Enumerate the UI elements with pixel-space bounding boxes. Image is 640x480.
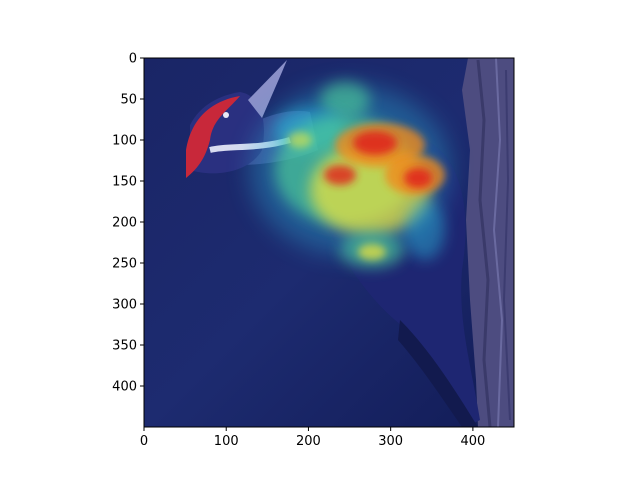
y-tick-label: 150: [112, 175, 137, 190]
y-tick-label: 250: [112, 257, 137, 272]
y-tick-label: 350: [112, 339, 137, 354]
x-tick-label: 200: [296, 434, 321, 449]
y-axis: 0 50 100 150 200 250 300 350 400: [112, 52, 144, 395]
x-tick-label: 400: [460, 434, 485, 449]
y-tick-label: 400: [112, 380, 137, 395]
y-tick-label: 300: [112, 298, 137, 313]
x-tick-label: 0: [140, 434, 148, 449]
tree-trunk: [462, 58, 514, 427]
axes-frame: [143, 57, 515, 428]
y-tick-label: 100: [112, 134, 137, 149]
heatmap-image: [144, 58, 514, 427]
bird-beak: [248, 60, 287, 118]
y-tick-label: 50: [120, 93, 137, 108]
x-axis: 0 100 200 300 400: [140, 427, 485, 449]
attention-overlay: [250, 82, 450, 268]
x-tick-label: 100: [214, 434, 239, 449]
x-tick-label: 300: [378, 434, 403, 449]
bird-crest: [186, 96, 240, 178]
y-tick-label: 200: [112, 216, 137, 231]
y-tick-label: 0: [129, 52, 137, 67]
bird-tail: [398, 320, 478, 427]
bird-eye: [223, 112, 229, 118]
